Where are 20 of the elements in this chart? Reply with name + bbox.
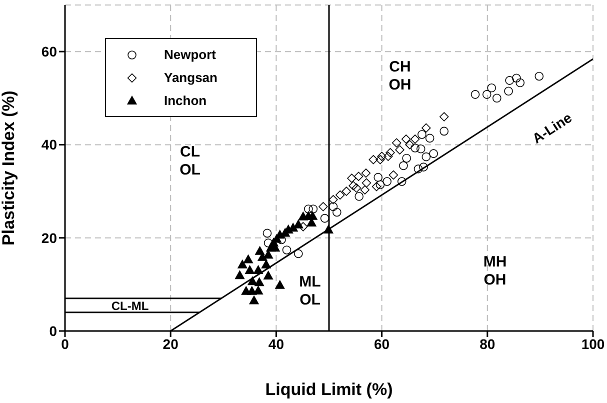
y-axis-title: Plasticity Index (%) — [0, 90, 18, 246]
x-tick-label: 0 — [61, 336, 70, 352]
annotation: ML OL — [299, 273, 321, 308]
x-tick-label: 40 — [268, 336, 284, 352]
legend-label: Newport — [164, 47, 216, 62]
y-tick-label: 20 — [41, 230, 58, 246]
y-tick-label: 60 — [41, 44, 58, 60]
legend-label: Yangsan — [164, 70, 218, 85]
annotation: CL-ML — [111, 299, 149, 314]
y-tick-label: 0 — [49, 322, 58, 339]
legend-label: Inchon — [164, 93, 207, 108]
x-tick-label: 100 — [581, 336, 605, 352]
x-tick-label: 20 — [162, 336, 179, 352]
annotation: CH OH — [388, 58, 412, 94]
y-tick-label: 40 — [41, 136, 58, 153]
x-tick-label: 60 — [374, 336, 390, 352]
x-tick-label: 80 — [480, 336, 496, 352]
annotation: CL OL — [180, 143, 200, 178]
annotation: MH OH — [483, 253, 507, 288]
x-axis-title: Liquid Limit (%) — [265, 380, 393, 399]
